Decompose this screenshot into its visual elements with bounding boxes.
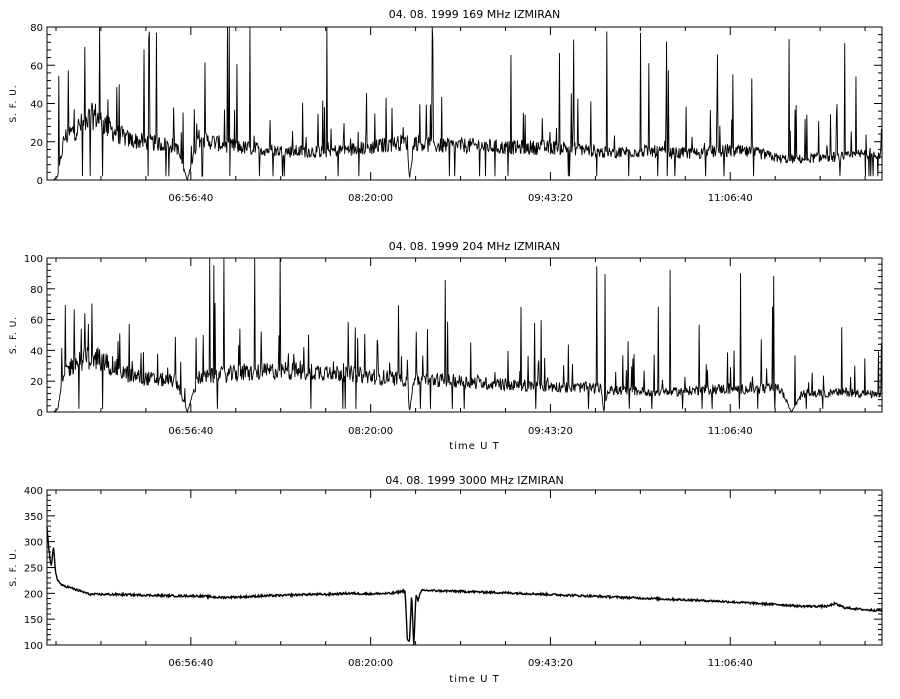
y-tick-label: 250 <box>24 564 43 575</box>
panel-2: 04. 08. 1999 204 MHz IZMIRAN 0 20 40 60 80 100… <box>9 240 883 452</box>
x-axis-label: time U T <box>449 674 499 685</box>
x-tick-label: 11:06:40 <box>708 426 753 437</box>
series-line <box>53 257 883 414</box>
x-tick-label: 09:43:20 <box>528 426 573 437</box>
y-tick-label: 20 <box>30 138 43 149</box>
y-tick-label: 80 <box>30 23 43 34</box>
x-tick-label: 06:56:40 <box>168 658 213 669</box>
y-tick-label: 60 <box>30 61 43 72</box>
plot-frame <box>46 489 883 646</box>
x-axis-label: time U T <box>449 441 499 452</box>
chart-title: 04. 08. 1999 204 MHz IZMIRAN <box>389 240 560 253</box>
y-tick-label: 350 <box>24 512 43 523</box>
y-tick-label: 20 <box>30 377 43 388</box>
x-tick-label: 06:56:40 <box>168 426 213 437</box>
chart-title: 04. 08. 1999 169 MHz IZMIRAN <box>389 8 560 21</box>
x-tick-label: 08:20:00 <box>348 426 393 437</box>
series-line <box>53 26 883 182</box>
y-tick-label: 40 <box>30 100 43 111</box>
y-tick-label: 80 <box>30 285 43 296</box>
y-tick-label: 200 <box>24 589 43 600</box>
y-tick-label: 60 <box>30 316 43 327</box>
y-axis-label: S. F. U. <box>9 548 19 586</box>
x-tick-label: 06:56:40 <box>168 193 213 204</box>
panel-1: 04. 08. 1999 169 MHz IZMIRAN 0 20 40 60 80 06:… <box>9 8 883 204</box>
y-tick-label: 0 <box>37 408 43 419</box>
plot-frame <box>46 257 883 413</box>
y-axis-label: S. F. U. <box>9 84 19 122</box>
y-tick-label: 100 <box>24 254 43 265</box>
y-tick-label: 400 <box>24 486 43 497</box>
y-tick-label: 300 <box>24 538 43 549</box>
plot-frame <box>46 26 883 181</box>
x-tick-label: 11:06:40 <box>708 658 753 669</box>
series-line <box>46 526 883 646</box>
y-tick-label: 150 <box>24 615 43 626</box>
x-tick-label: 08:20:00 <box>348 193 393 204</box>
panel-3: 04. 08. 1999 3000 MHz IZMIRAN 100 150 200 25… <box>9 474 883 685</box>
x-tick-label: 09:43:20 <box>528 193 573 204</box>
y-tick-label: 100 <box>24 641 43 652</box>
x-tick-label: 11:06:40 <box>708 193 753 204</box>
y-tick-label: 0 <box>37 176 43 187</box>
x-tick-label: 08:20:00 <box>348 658 393 669</box>
y-axis-label: S. F. U. <box>9 316 19 354</box>
x-tick-label: 09:43:20 <box>528 658 573 669</box>
y-tick-label: 40 <box>30 346 43 357</box>
chart-title: 04. 08. 1999 3000 MHz IZMIRAN <box>385 474 563 487</box>
